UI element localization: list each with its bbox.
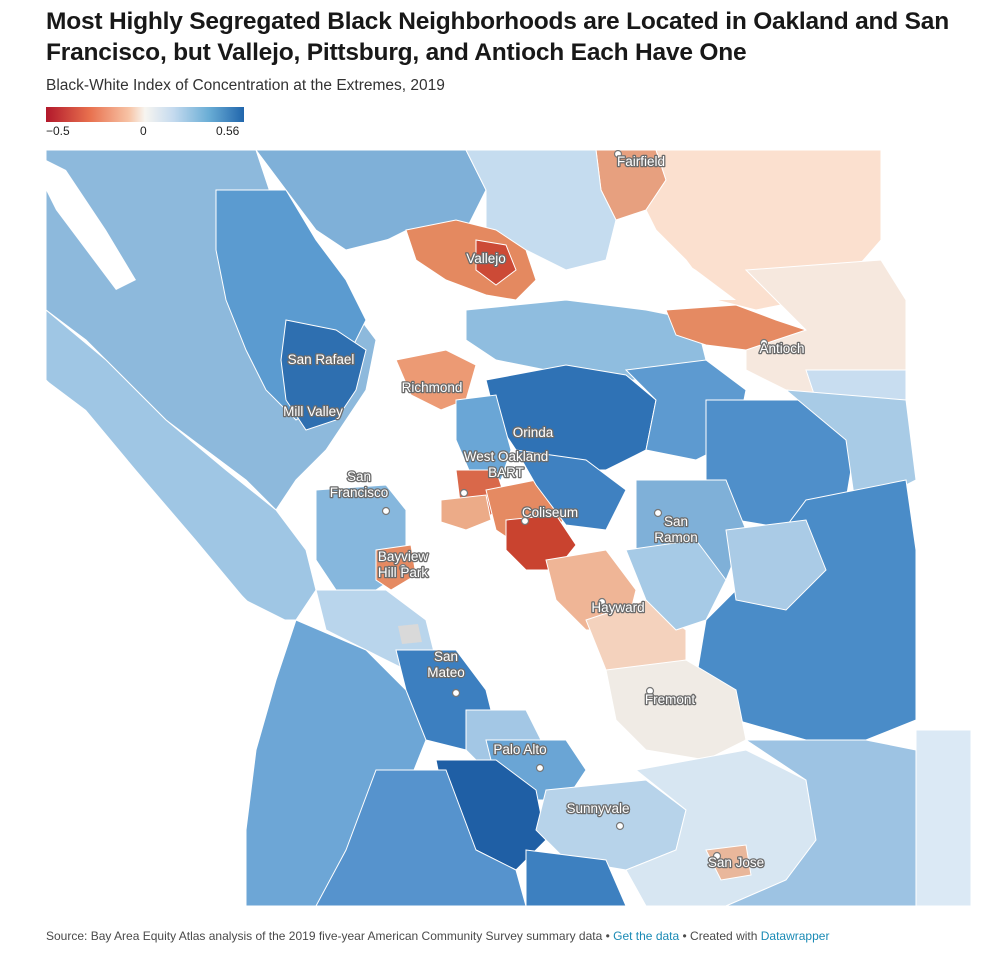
city-label-san-mateo: San Mateo	[427, 649, 465, 680]
region-santa-cruz-mtns[interactable]	[315, 769, 527, 906]
city-label-palo-alto: Palo Alto	[493, 742, 546, 757]
city-marker-san-mateo	[451, 688, 461, 698]
region-san-rafael[interactable]	[280, 319, 367, 431]
city-label-coliseum: Coliseum	[522, 505, 578, 520]
map-labels: Fairfield Vallejo Antioch San Rafael Richmon…	[282, 150, 806, 871]
city-label-san-jose: San Jose	[708, 855, 764, 870]
ocean-west	[46, 380, 286, 906]
city-marker-antioch	[759, 338, 769, 348]
color-legend: −0.5 0 0.56	[46, 107, 244, 138]
source-note: Source: Bay Area Equity Atlas analysis o…	[46, 929, 614, 943]
chart-title: Most Highly Segregated Black Neighborhoo…	[46, 8, 949, 66]
city-marker-sunnyvale	[615, 821, 625, 831]
choropleth-map[interactable]: Fairfield Vallejo Antioch San Rafael Richmon…	[46, 150, 971, 906]
datawrapper-link[interactable]: Datawrapper	[760, 929, 830, 943]
region-livermore[interactable]	[725, 519, 827, 611]
sf-gray-patch	[398, 624, 422, 644]
suisun-bay	[606, 245, 736, 305]
legend-min-label: −0.5	[46, 124, 70, 138]
region-oakland-hills[interactable]	[515, 449, 627, 531]
city-marker-palo-alto	[535, 763, 545, 773]
city-marker-fremont	[645, 686, 655, 696]
region-fremont[interactable]	[605, 659, 747, 761]
city-marker-fairfield	[613, 150, 623, 159]
city-label-san-francisco: San Francisco	[330, 469, 389, 500]
city-label-antioch: Antioch	[759, 341, 804, 356]
city-marker-bayview-hill-park	[398, 563, 408, 573]
bay-water	[346, 330, 646, 770]
get-data-link[interactable]: Get the data	[613, 929, 680, 943]
legend-mid-label: 0	[140, 124, 147, 138]
city-label-san-ramon: San Ramon	[654, 514, 698, 545]
city-label-san-rafael: San Rafael	[288, 352, 355, 367]
city-label-mill-valley: Mill Valley	[283, 404, 343, 419]
legend-ticks: −0.5 0 0.56	[46, 122, 244, 138]
city-label-richmond: Richmond	[402, 380, 463, 395]
city-label-sunnyvale: Sunnyvale	[566, 801, 629, 816]
city-label-vallejo: Vallejo	[466, 251, 506, 266]
region-solano-mid[interactable]	[465, 150, 617, 271]
city-label-fremont: Fremont	[645, 692, 696, 707]
region-san-jose[interactable]	[625, 749, 817, 906]
city-marker-san-jose	[712, 851, 722, 861]
legend-color-scale	[46, 107, 244, 122]
city-marker-west-oakland-bart	[459, 488, 469, 498]
city-label-fairfield: Fairfield	[617, 154, 665, 169]
region-pt-reyes[interactable]	[46, 160, 136, 290]
region-vallejo-core[interactable]	[475, 239, 517, 286]
city-label-bayview-hill-park: Bayview Hill Park	[378, 549, 429, 580]
city-marker-coliseum	[520, 516, 530, 526]
chart-subtitle: Black-White Index of Concentration at th…	[46, 77, 445, 94]
region-bayview[interactable]	[375, 544, 417, 591]
created-with-text: • Created with	[679, 929, 761, 943]
city-label-orinda: Orinda	[513, 425, 554, 440]
city-label-hayward: Hayward	[591, 600, 644, 615]
city-marker-san-francisco	[381, 506, 391, 516]
chart-footer: Source: Bay Area Equity Atlas analysis o…	[46, 929, 829, 943]
region-castro-valley[interactable]	[625, 539, 727, 631]
legend-max-label: 0.56	[216, 124, 240, 138]
san-pablo-bay	[346, 230, 566, 340]
region-east-san-jose[interactable]	[725, 739, 917, 906]
region-campbell[interactable]	[525, 849, 627, 906]
city-label-west-oakland-bart: West Oakland BART	[464, 449, 549, 480]
map-svg[interactable]: Fairfield Vallejo Antioch San Rafael Richmon…	[46, 150, 971, 906]
city-marker-san-ramon	[653, 508, 663, 518]
region-far-southeast[interactable]	[915, 729, 971, 906]
city-marker-hayward	[597, 597, 607, 607]
